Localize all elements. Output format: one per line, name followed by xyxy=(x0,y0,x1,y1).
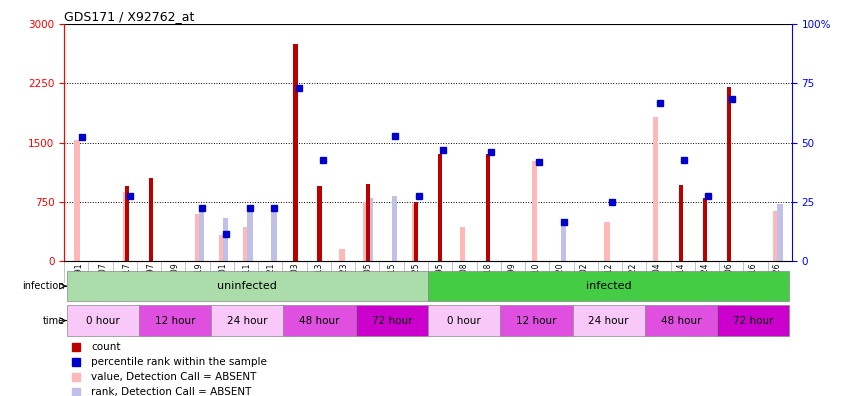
Bar xyxy=(243,227,248,261)
Bar xyxy=(211,305,283,336)
Bar xyxy=(294,44,298,261)
Text: 48 hour: 48 hour xyxy=(300,316,340,326)
Bar xyxy=(438,154,443,261)
Bar xyxy=(500,305,573,336)
Text: 72 hour: 72 hour xyxy=(733,316,774,326)
Bar xyxy=(727,87,731,261)
Bar xyxy=(219,235,224,261)
Bar xyxy=(777,204,782,261)
Bar xyxy=(366,184,370,261)
Bar xyxy=(645,305,717,336)
Bar xyxy=(247,209,253,261)
Bar xyxy=(318,186,322,261)
Text: 0 hour: 0 hour xyxy=(86,316,120,326)
Bar xyxy=(604,222,609,261)
Bar xyxy=(356,305,428,336)
Bar xyxy=(67,305,139,336)
Bar xyxy=(368,198,373,261)
Bar xyxy=(428,271,789,301)
Text: 12 hour: 12 hour xyxy=(155,316,195,326)
Bar xyxy=(773,211,778,261)
Bar xyxy=(339,249,345,261)
Bar xyxy=(139,305,211,336)
Bar xyxy=(561,222,566,261)
Text: 0 hour: 0 hour xyxy=(448,316,481,326)
Bar xyxy=(412,204,417,261)
Text: 24 hour: 24 hour xyxy=(227,316,268,326)
Text: 24 hour: 24 hour xyxy=(588,316,629,326)
Bar xyxy=(364,202,369,261)
Text: rank, Detection Call = ABSENT: rank, Detection Call = ABSENT xyxy=(91,387,252,396)
Bar xyxy=(532,161,538,261)
Bar xyxy=(223,218,229,261)
Bar xyxy=(122,192,128,261)
Text: value, Detection Call = ABSENT: value, Detection Call = ABSENT xyxy=(91,372,256,382)
Bar xyxy=(428,305,500,336)
Bar xyxy=(149,178,153,261)
Bar xyxy=(199,208,205,261)
Bar xyxy=(717,305,789,336)
Text: time: time xyxy=(43,316,65,326)
Bar xyxy=(652,117,657,261)
Bar xyxy=(679,185,683,261)
Bar xyxy=(74,140,80,261)
Bar xyxy=(283,305,356,336)
Text: percentile rank within the sample: percentile rank within the sample xyxy=(91,357,267,367)
Bar xyxy=(703,198,707,261)
Bar xyxy=(460,227,465,261)
Text: infected: infected xyxy=(586,281,632,291)
Text: count: count xyxy=(91,342,121,352)
Text: infection: infection xyxy=(22,281,65,291)
Bar xyxy=(573,305,645,336)
Bar xyxy=(413,202,418,261)
Bar xyxy=(486,154,490,261)
Bar xyxy=(67,271,428,301)
Text: 12 hour: 12 hour xyxy=(516,316,556,326)
Bar xyxy=(392,196,397,261)
Bar xyxy=(125,186,129,261)
Text: uninfected: uninfected xyxy=(217,281,277,291)
Text: GDS171 / X92762_at: GDS171 / X92762_at xyxy=(64,10,194,23)
Bar xyxy=(195,214,200,261)
Text: 72 hour: 72 hour xyxy=(372,316,412,326)
Bar xyxy=(271,210,276,261)
Text: 48 hour: 48 hour xyxy=(661,316,701,326)
